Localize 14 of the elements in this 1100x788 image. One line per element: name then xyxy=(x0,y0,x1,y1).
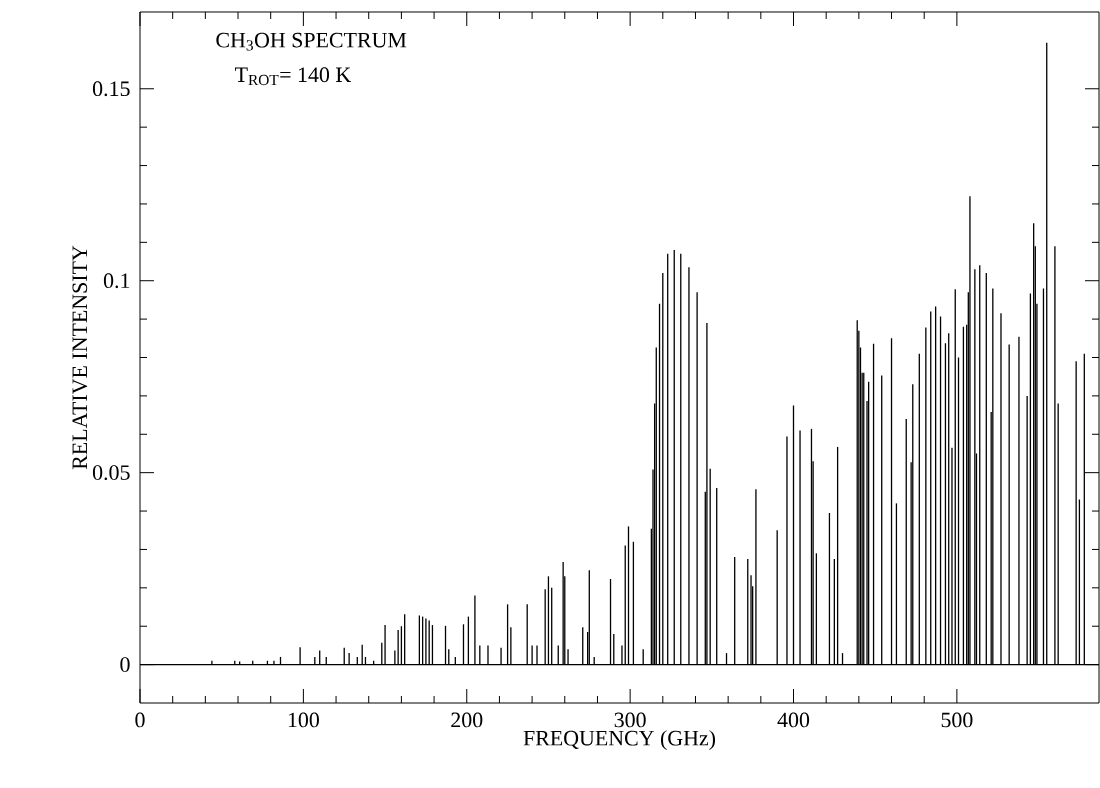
y-tick-label: 0 xyxy=(120,657,130,673)
text: T$_{ROT}$= 140 K xyxy=(235,67,351,86)
x-tick-label: 0 xyxy=(135,712,145,728)
y-tick-label: 0.05 xyxy=(92,465,130,481)
x-tick-label: 300 xyxy=(614,712,646,728)
text: CH$_{3}$OH SPECTRUM xyxy=(216,32,407,51)
y-axis-title: RELATIVE INTENSITY xyxy=(72,245,88,470)
y-tick-label: 0.1 xyxy=(103,273,130,289)
x-tick-label: 400 xyxy=(777,712,810,728)
x-tick-label: 100 xyxy=(288,712,319,728)
y-tick-label: 0.15 xyxy=(92,81,130,97)
x-tick-label: 500 xyxy=(941,712,973,728)
x-tick-label: 200 xyxy=(451,712,483,728)
x-axis-title: FREQUENCY (GHz) xyxy=(523,730,716,751)
